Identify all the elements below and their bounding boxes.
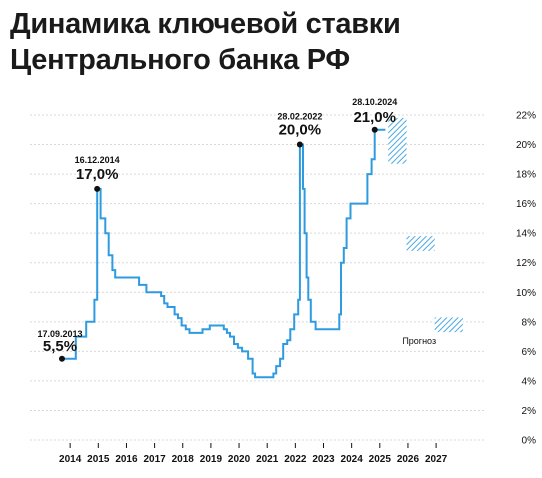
annotation-date: 28.10.2024 <box>352 97 397 107</box>
rate-line <box>62 128 386 379</box>
y-tick-label: 6% <box>522 347 537 358</box>
annotation-value: 20,0% <box>279 122 322 139</box>
y-tick-label: 0% <box>522 436 537 447</box>
y-tick-label: 4% <box>522 376 537 387</box>
annotation-dot <box>371 126 378 133</box>
forecast-areas <box>388 117 463 333</box>
y-tick-label: 12% <box>516 258 536 269</box>
annotation-dot <box>296 141 303 148</box>
annotation-value: 21,0% <box>353 109 396 126</box>
chart-title: Динамика ключевой ставки Центрального ба… <box>10 6 401 78</box>
y-tick-label: 10% <box>516 288 536 299</box>
y-tick-label: 8% <box>522 317 537 328</box>
x-tick-label: 2015 <box>87 454 110 465</box>
x-tick-label: 2017 <box>143 454 166 465</box>
annotations: 17.09.20135,5%16.12.201417,0%28.02.20222… <box>37 97 397 362</box>
y-tick-label: 14% <box>516 229 536 240</box>
y-tick-label: 20% <box>516 140 536 151</box>
annotation-dot <box>58 355 65 362</box>
annotation-value: 17,0% <box>76 166 119 183</box>
annotation-value: 5,5% <box>43 338 77 355</box>
x-tick-label: 2022 <box>284 454 307 465</box>
forecast-range <box>406 236 435 251</box>
x-tick-label: 2023 <box>312 454 335 465</box>
chart-title-line-1: Динамика ключевой ставки <box>10 8 401 40</box>
forecast-range <box>434 317 463 333</box>
y-tick-label: 2% <box>522 406 537 417</box>
x-axis: 2014 2015 2016 2017 2018 2019 2020 2021 2022 2023… <box>59 443 448 465</box>
y-tick-label: 18% <box>516 170 536 181</box>
x-tick-label: 2018 <box>172 454 195 465</box>
x-tick-label: 2020 <box>228 454 251 465</box>
x-tick-label: 2025 <box>369 454 392 465</box>
annotation-dot <box>94 185 101 192</box>
x-tick-label: 2021 <box>256 454 279 465</box>
x-tick-label: 2016 <box>115 454 138 465</box>
forecast-label: Прогноз <box>402 336 436 346</box>
x-tick-label: 2024 <box>341 454 364 465</box>
y-tick-label: 16% <box>516 199 536 210</box>
annotation-date: 17.09.2013 <box>37 329 82 339</box>
x-tick-label: 2026 <box>397 454 420 465</box>
y-tick-label: 22% <box>516 111 536 122</box>
x-tick-label: 2019 <box>200 454 223 465</box>
annotation-date: 28.02.2022 <box>277 112 322 122</box>
x-tick-label: 2027 <box>425 454 448 465</box>
x-tick-label: 2014 <box>59 454 82 465</box>
y-axis: 0% 2% 4% 6% 8% 10% 12% 14% 16% 18% 20% 22% <box>516 111 536 447</box>
annotation-date: 16.12.2014 <box>75 155 120 165</box>
chart-title-line-2: Центрального банка РФ <box>10 44 350 76</box>
forecast-range <box>388 117 407 164</box>
